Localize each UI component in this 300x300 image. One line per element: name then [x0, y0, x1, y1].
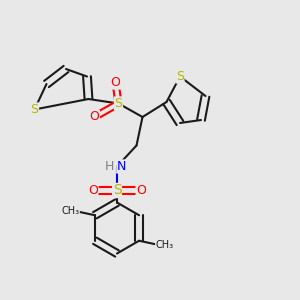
Text: S: S: [112, 184, 122, 197]
Text: CH₃: CH₃: [155, 240, 174, 250]
Text: O: O: [136, 184, 146, 197]
Text: O: O: [88, 184, 98, 197]
Text: H: H: [105, 160, 114, 173]
Text: CH₃: CH₃: [61, 206, 80, 216]
Text: S: S: [31, 103, 38, 116]
Text: N: N: [117, 160, 126, 173]
Text: O: O: [111, 76, 120, 89]
Text: S: S: [176, 70, 184, 83]
Text: O: O: [90, 110, 99, 124]
Text: S: S: [115, 97, 122, 110]
